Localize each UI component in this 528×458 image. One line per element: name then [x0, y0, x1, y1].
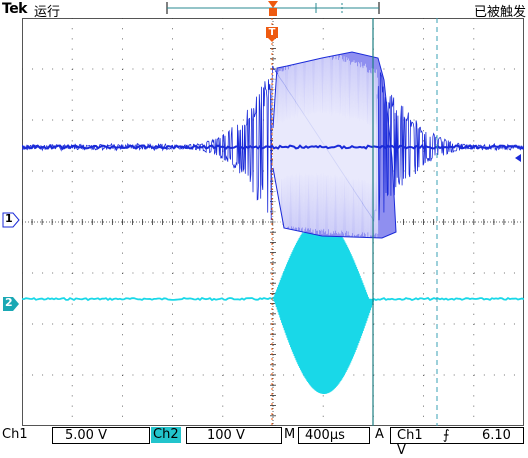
status-bar: Tek 运行 已被触发 [0, 0, 528, 20]
trigger-marker-label: T [268, 27, 276, 38]
trigger-level-arrow[interactable] [515, 154, 521, 162]
readout-bar: Ch1 5.00 V Ch2 100 V M 400µs A Ch1 ⨍ 6.1… [0, 426, 528, 458]
ch2-ground-marker[interactable]: 2 [2, 296, 19, 311]
ch2-volts-div[interactable]: 100 V [186, 427, 282, 444]
trigger-source: Ch1 [397, 428, 423, 443]
trigger-status: 已被触发 [473, 5, 526, 20]
cursor-lines [372, 18, 438, 426]
trigger-slope-icon: ⨍ [442, 428, 450, 443]
trigger-readout[interactable]: Ch1 ⨍ 6.10 V [390, 427, 524, 458]
timebase-label: M [284, 427, 296, 442]
ch2-waveform [22, 217, 524, 395]
ch2-marker-label: 2 [5, 296, 13, 309]
waveform-display [22, 18, 524, 426]
ch2-label[interactable]: Ch2 [151, 427, 181, 443]
timebase-value[interactable]: 400µs [298, 427, 370, 444]
record-position-indicator [166, 1, 380, 16]
brand-logo: Tek [2, 1, 28, 17]
ch1-waveform [22, 51, 524, 239]
acquisition-state: 运行 [34, 5, 61, 20]
trigger-mode: A [375, 427, 384, 442]
ch1-volts-div[interactable]: 5.00 V [52, 427, 150, 444]
ch1-ground-marker[interactable]: 1 [2, 212, 20, 228]
trigger-marker[interactable]: T [266, 27, 278, 42]
ch1-label[interactable]: Ch1 [2, 427, 28, 442]
ch1-marker-label: 1 [5, 212, 13, 225]
